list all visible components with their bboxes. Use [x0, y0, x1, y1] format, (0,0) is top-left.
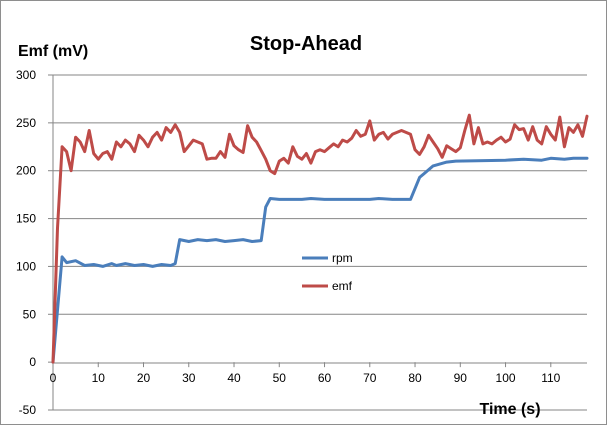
y-tick-label: 50	[23, 307, 37, 321]
x-axis-title: Time (s)	[479, 401, 540, 418]
series-line-emf	[51, 113, 589, 364]
x-tick-label: 110	[541, 371, 560, 385]
series-lines	[51, 113, 589, 364]
series-line-rpm	[51, 156, 589, 364]
legend-label-rpm: rpm	[332, 251, 353, 265]
y-tick-labels: -50 0 50 100 150 200 250 300	[16, 68, 53, 417]
chart-title: Stop-Ahead	[250, 33, 362, 55]
x-tick-labels: 0 10 20 30 40 50 60 70 80 90 100 110	[50, 362, 561, 385]
x-tick-label: 50	[273, 371, 287, 385]
x-tick-label: 30	[182, 371, 196, 385]
x-tick-label: 90	[454, 371, 468, 385]
y-tick-label: -50	[19, 403, 37, 417]
y-tick-label: 300	[16, 68, 36, 82]
y-tick-label: 100	[16, 259, 36, 273]
y-tick-label: 250	[16, 116, 36, 130]
x-tick-label: 100	[496, 371, 516, 385]
x-tick-label: 80	[408, 371, 422, 385]
x-tick-label: 60	[318, 371, 332, 385]
gridlines	[53, 74, 587, 411]
x-tick-label: 20	[137, 371, 151, 385]
legend-label-emf: emf	[332, 279, 353, 293]
x-tick-label: 10	[92, 371, 106, 385]
y-tick-label: 0	[29, 355, 36, 369]
x-tick-label: 0	[50, 371, 57, 385]
y-axis-title: Emf (mV)	[18, 43, 88, 60]
legend: rpm emf	[302, 251, 353, 293]
x-tick-label: 70	[363, 371, 377, 385]
y-tick-label: 200	[16, 164, 36, 178]
x-tick-label: 40	[227, 371, 241, 385]
y-tick-label: 150	[16, 212, 36, 226]
axes	[52, 75, 587, 410]
